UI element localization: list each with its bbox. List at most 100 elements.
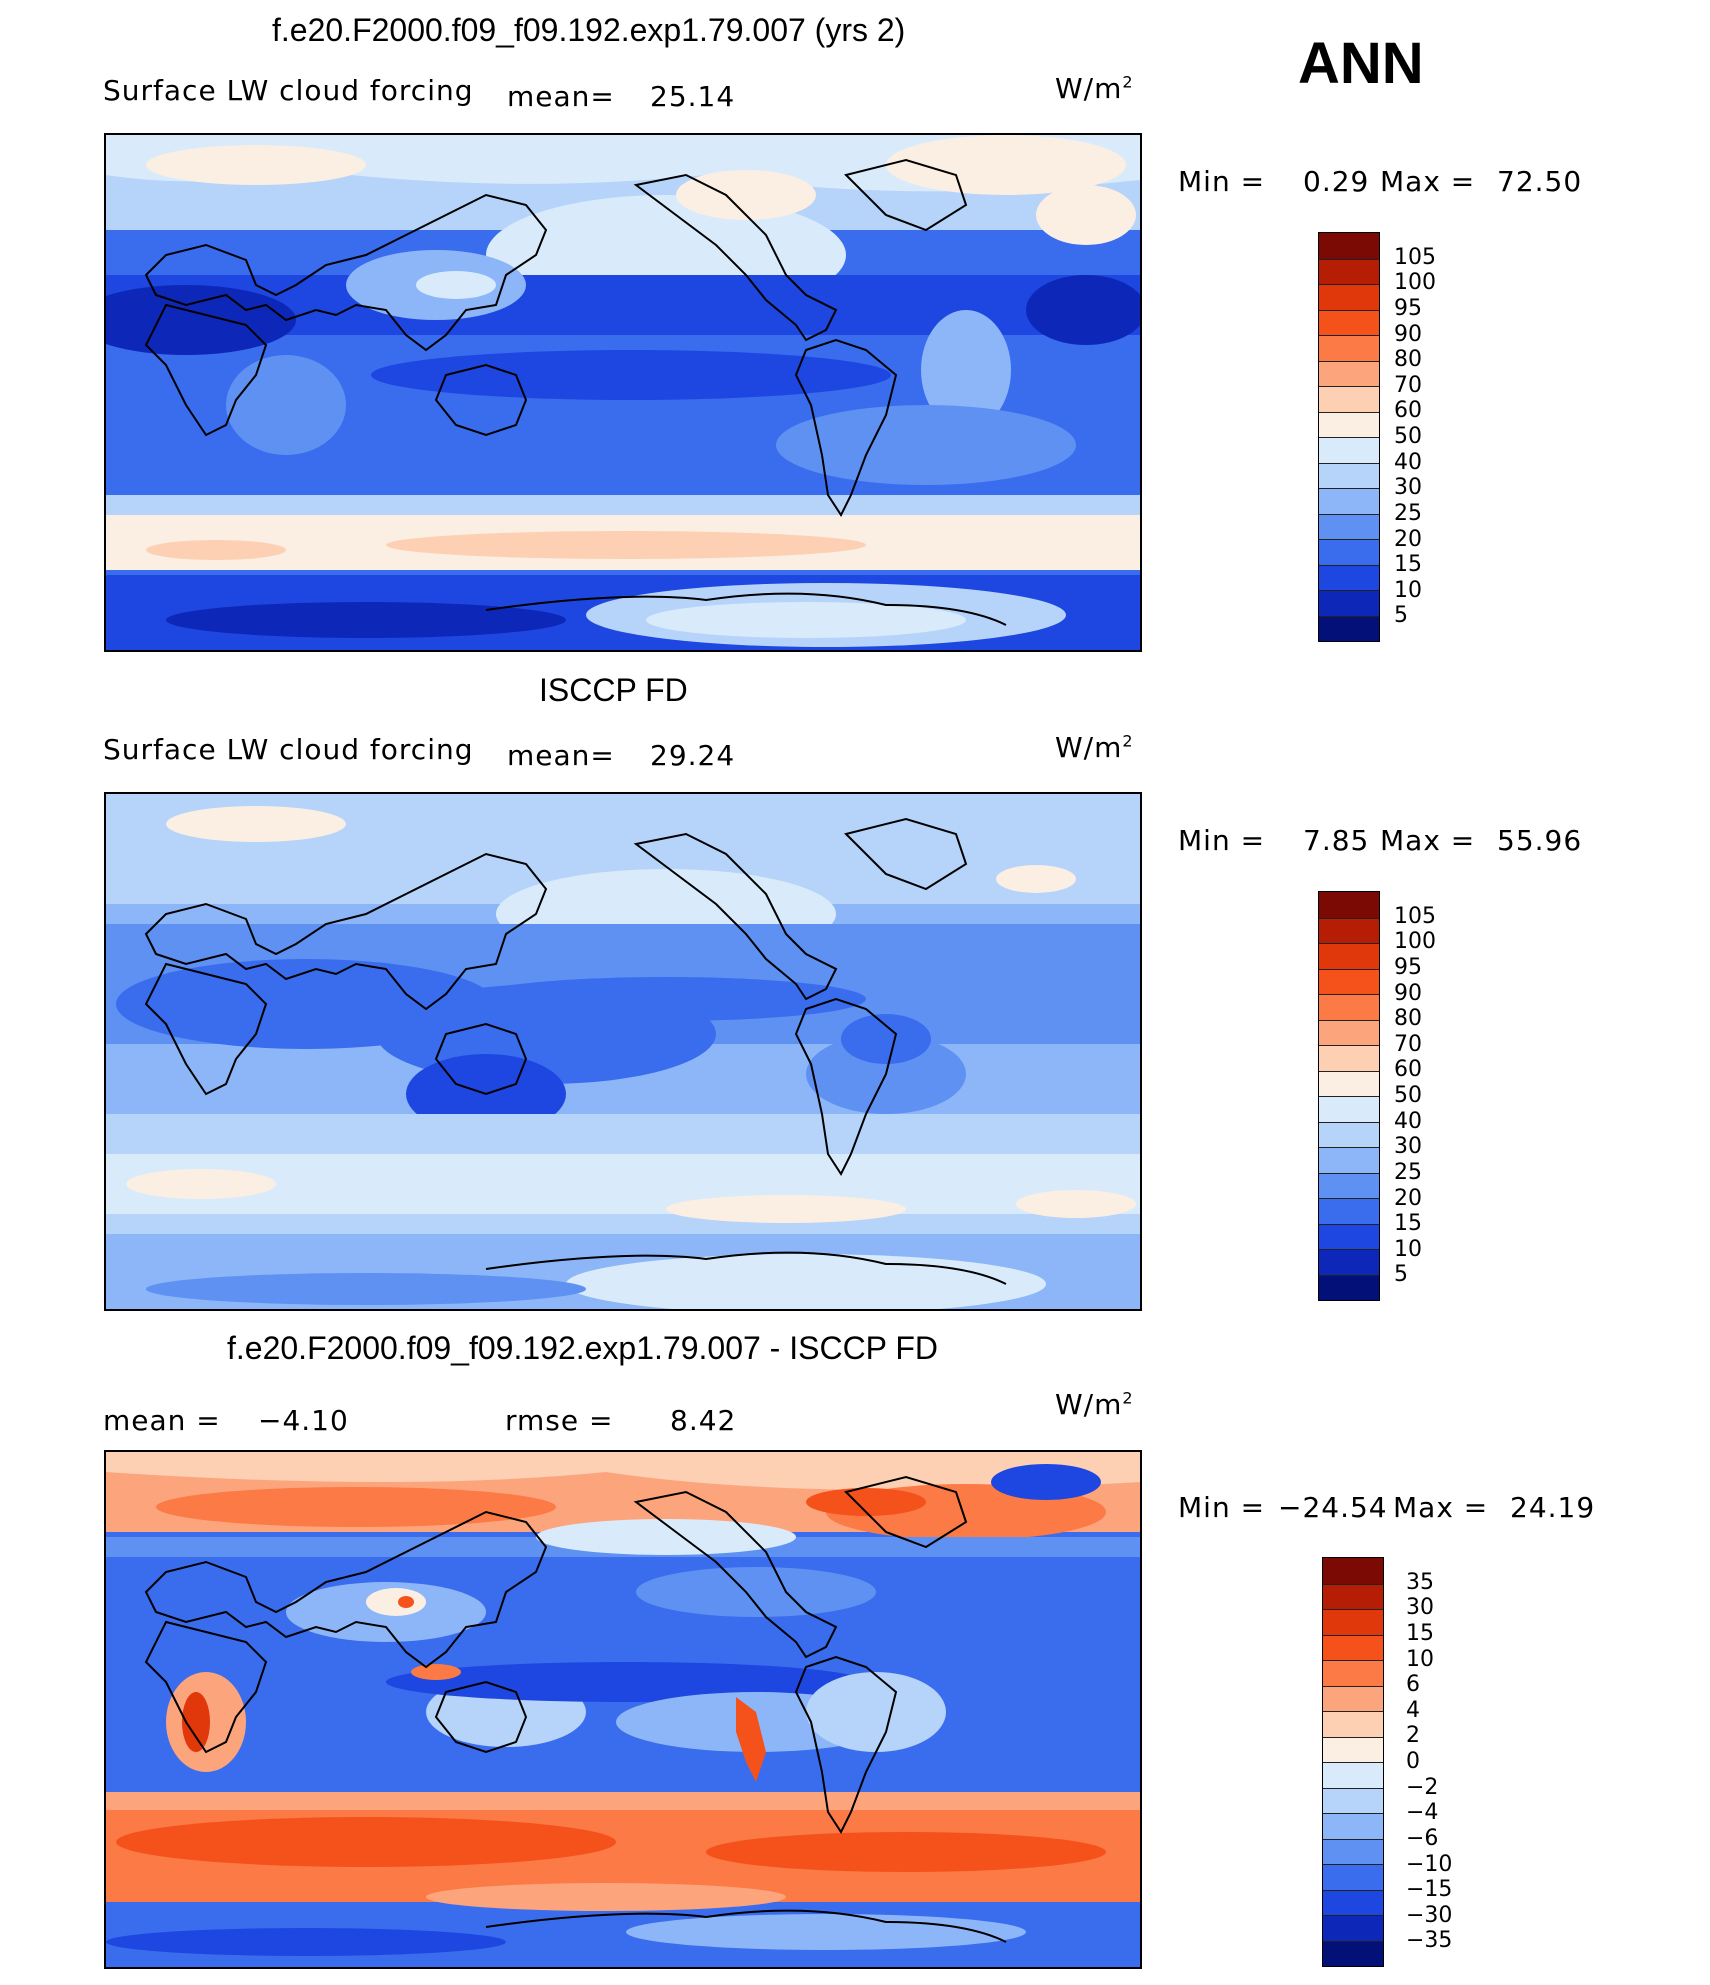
colorbar-segment	[1319, 968, 1379, 994]
panel-3-units: W/m2	[1055, 1388, 1134, 1421]
colorbar-tick-label: −35	[1406, 1928, 1453, 1954]
colorbar-tick-label: 100	[1394, 929, 1436, 955]
panel-3-mean-label: mean =	[103, 1404, 221, 1437]
colorbar-tick-label: 50	[1394, 1083, 1422, 1108]
colorbar-segment	[1319, 360, 1379, 386]
panel-3-min-label: Min =	[1178, 1491, 1266, 1524]
colorbar-tick-label: 95	[1394, 295, 1422, 321]
colorbar-segment	[1319, 1045, 1379, 1071]
colorbar-segment	[1319, 386, 1379, 412]
colorbar-segment	[1319, 437, 1379, 463]
colorbar-tick-label: −2	[1406, 1774, 1439, 1800]
season-label: ANN	[1298, 31, 1424, 96]
panel-1-mean-label: mean=	[507, 80, 615, 113]
colorbar-tick-label: 10	[1406, 1646, 1434, 1672]
colorbar-segment	[1319, 284, 1379, 310]
colorbar-segment	[1319, 994, 1379, 1020]
panel-1-variable-label: Surface LW cloud forcing	[103, 74, 474, 107]
colorbar-segment	[1323, 1889, 1383, 1915]
colorbar-segment	[1323, 1762, 1383, 1788]
colorbar-segment	[1323, 1813, 1383, 1839]
colorbar-tick-label: 0	[1406, 1749, 1420, 1774]
colorbar-tick-label: 30	[1406, 1595, 1434, 1621]
colorbar-tick-label: 35	[1406, 1569, 1434, 1595]
colorbar-segment	[1319, 309, 1379, 335]
colorbar-tick-label: 90	[1394, 980, 1422, 1006]
panel-2-max-label: Max =	[1380, 824, 1476, 857]
colorbar-tick-label: 2	[1406, 1723, 1420, 1749]
colorbar-segment	[1319, 462, 1379, 488]
colorbar-tick-label: −15	[1406, 1877, 1453, 1903]
colorbar-segment	[1323, 1634, 1383, 1660]
panel-1-colorbar	[1318, 232, 1380, 642]
colorbar-tick-label: 105	[1394, 244, 1436, 270]
colorbar-segment	[1319, 1121, 1379, 1147]
colorbar-segment	[1319, 590, 1379, 616]
panel-3-map	[104, 1450, 1142, 1969]
colorbar-segment	[1319, 943, 1379, 969]
colorbar-tick-label: 40	[1394, 449, 1422, 475]
colorbar-tick-label: 50	[1394, 424, 1422, 449]
colorbar-segment	[1319, 1198, 1379, 1224]
panel-2-mean-label: mean=	[507, 739, 615, 772]
colorbar-segment	[1323, 1838, 1383, 1864]
colorbar-tick-label: 30	[1394, 475, 1422, 501]
colorbar-tick-label: 80	[1394, 1006, 1422, 1032]
colorbar-segment	[1323, 1915, 1383, 1941]
colorbar-tick-label: 95	[1394, 954, 1422, 980]
colorbar-tick-label: −10	[1406, 1851, 1453, 1877]
colorbar-segment	[1323, 1736, 1383, 1762]
colorbar-segment	[1323, 1864, 1383, 1890]
panel-1-max-label: Max =	[1380, 165, 1476, 198]
panel-1-title: f.e20.F2000.f09_f09.192.exp1.79.007 (yrs…	[272, 12, 906, 48]
panel-3-field	[106, 1452, 1140, 1967]
colorbar-segment	[1323, 1940, 1383, 1966]
colorbar-segment	[1323, 1787, 1383, 1813]
panel-1-min-value: 0.29	[1303, 165, 1370, 198]
colorbar-segment	[1323, 1609, 1383, 1635]
colorbar-tick-label: 10	[1394, 577, 1422, 603]
colorbar-tick-label: 15	[1394, 552, 1422, 578]
colorbar-tick-label: 20	[1394, 526, 1422, 552]
colorbar-segment	[1319, 539, 1379, 565]
colorbar-segment	[1319, 1019, 1379, 1045]
colorbar-tick-label: 10	[1394, 1236, 1422, 1262]
colorbar-tick-label: 5	[1394, 603, 1408, 629]
colorbar-segment	[1319, 892, 1379, 918]
panel-1-map	[104, 133, 1142, 652]
panel-3-rmse-value: 8.42	[670, 1404, 737, 1437]
colorbar-tick-label: 100	[1394, 270, 1436, 296]
colorbar-tick-label: 6	[1406, 1672, 1420, 1698]
colorbar-segment	[1319, 488, 1379, 514]
panel-3-rmse-label: rmse =	[505, 1404, 614, 1437]
colorbar-segment	[1319, 564, 1379, 590]
colorbar-tick-label: 4	[1406, 1697, 1420, 1723]
colorbar-tick-label: 60	[1394, 398, 1422, 424]
panel-2-max-value: 55.96	[1497, 824, 1583, 857]
colorbar-segment	[1319, 1070, 1379, 1096]
colorbar-segment	[1319, 917, 1379, 943]
colorbar-tick-label: 105	[1394, 903, 1436, 929]
colorbar-segment	[1319, 335, 1379, 361]
colorbar-segment	[1323, 1583, 1383, 1609]
panel-2-units: W/m2	[1055, 731, 1134, 764]
colorbar-tick-label: 5	[1394, 1262, 1408, 1288]
panel-3-max-value: 24.19	[1510, 1491, 1596, 1524]
colorbar-segment	[1319, 615, 1379, 641]
colorbar-tick-label: 40	[1394, 1108, 1422, 1134]
colorbar-segment	[1323, 1685, 1383, 1711]
colorbar-tick-label: −4	[1406, 1800, 1439, 1826]
panel-3-max-label: Max =	[1393, 1491, 1489, 1524]
colorbar-segment	[1319, 1147, 1379, 1173]
panel-1-field	[106, 135, 1140, 650]
colorbar-tick-label: −30	[1406, 1902, 1453, 1928]
panel-3-min-value: −24.54	[1278, 1491, 1388, 1524]
colorbar-tick-label: 70	[1394, 372, 1422, 398]
colorbar-tick-label: 30	[1394, 1134, 1422, 1160]
colorbar-tick-label: 15	[1406, 1620, 1434, 1646]
panel-2-min-label: Min =	[1178, 824, 1266, 857]
colorbar-segment	[1319, 1249, 1379, 1275]
colorbar-segment	[1319, 233, 1379, 259]
colorbar-segment	[1319, 1274, 1379, 1300]
panel-2-min-value: 7.85	[1303, 824, 1370, 857]
